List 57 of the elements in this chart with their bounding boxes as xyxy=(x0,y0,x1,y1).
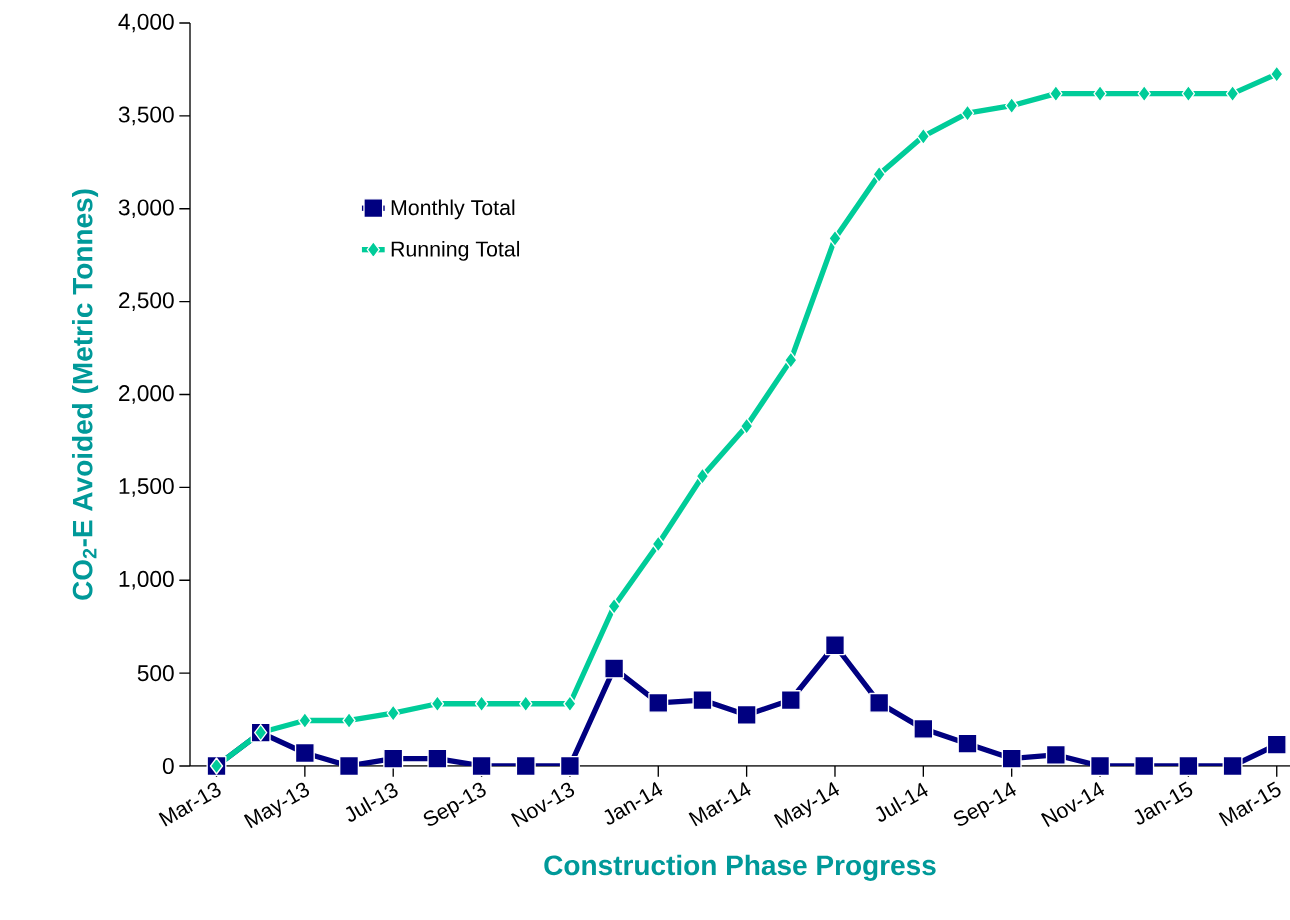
point xyxy=(1222,755,1243,776)
point xyxy=(1001,748,1022,769)
point xyxy=(1266,734,1287,755)
point xyxy=(563,695,577,713)
y-tick-label: 2,000 xyxy=(119,385,174,404)
y-tick-label: 1,000 xyxy=(119,570,174,590)
point xyxy=(869,692,890,713)
point xyxy=(960,104,975,122)
point xyxy=(294,742,315,763)
point xyxy=(916,127,930,145)
y-tick-label: 0 xyxy=(162,757,174,775)
point xyxy=(339,755,360,776)
point xyxy=(383,748,404,769)
point xyxy=(1005,96,1019,115)
point xyxy=(430,695,445,713)
point xyxy=(604,658,625,679)
point xyxy=(739,417,754,435)
point xyxy=(519,695,533,713)
point xyxy=(872,165,886,184)
y-axis-title: CO$_{2}$-E Avoided (Metric Tonnes) xyxy=(71,189,99,600)
point xyxy=(559,755,580,776)
point xyxy=(515,755,536,776)
point xyxy=(1181,84,1196,103)
point xyxy=(1045,744,1066,765)
point xyxy=(386,704,400,722)
legend-label: Running Total xyxy=(391,240,520,261)
point xyxy=(1093,84,1107,103)
point xyxy=(780,690,801,711)
point xyxy=(1225,84,1240,103)
point xyxy=(651,535,665,553)
x-axis-title: Construction Phase Progress xyxy=(544,854,936,881)
y-tick-label: 3,000 xyxy=(118,199,174,219)
legend-label: Monthly Total xyxy=(391,199,515,220)
y-tick-label: 500 xyxy=(137,665,174,682)
y-tick-label: 4,000 xyxy=(118,13,174,33)
point xyxy=(648,692,669,713)
point xyxy=(474,695,489,713)
point xyxy=(1090,755,1111,776)
point xyxy=(695,467,710,485)
point xyxy=(1049,84,1063,103)
point xyxy=(1178,755,1199,776)
point xyxy=(913,718,934,739)
point xyxy=(828,229,842,248)
point xyxy=(957,733,978,754)
point xyxy=(736,704,757,725)
y-tick-label: 3,500 xyxy=(118,106,174,126)
y-tick-label: 2,500 xyxy=(119,292,174,311)
point xyxy=(427,748,448,769)
point xyxy=(1134,755,1155,776)
point xyxy=(607,597,621,615)
point xyxy=(471,755,492,776)
y-tick-label: 1,500 xyxy=(119,478,174,497)
point xyxy=(1137,84,1151,103)
point xyxy=(824,635,845,656)
point xyxy=(784,351,798,369)
point xyxy=(1270,65,1284,83)
point xyxy=(692,690,713,711)
